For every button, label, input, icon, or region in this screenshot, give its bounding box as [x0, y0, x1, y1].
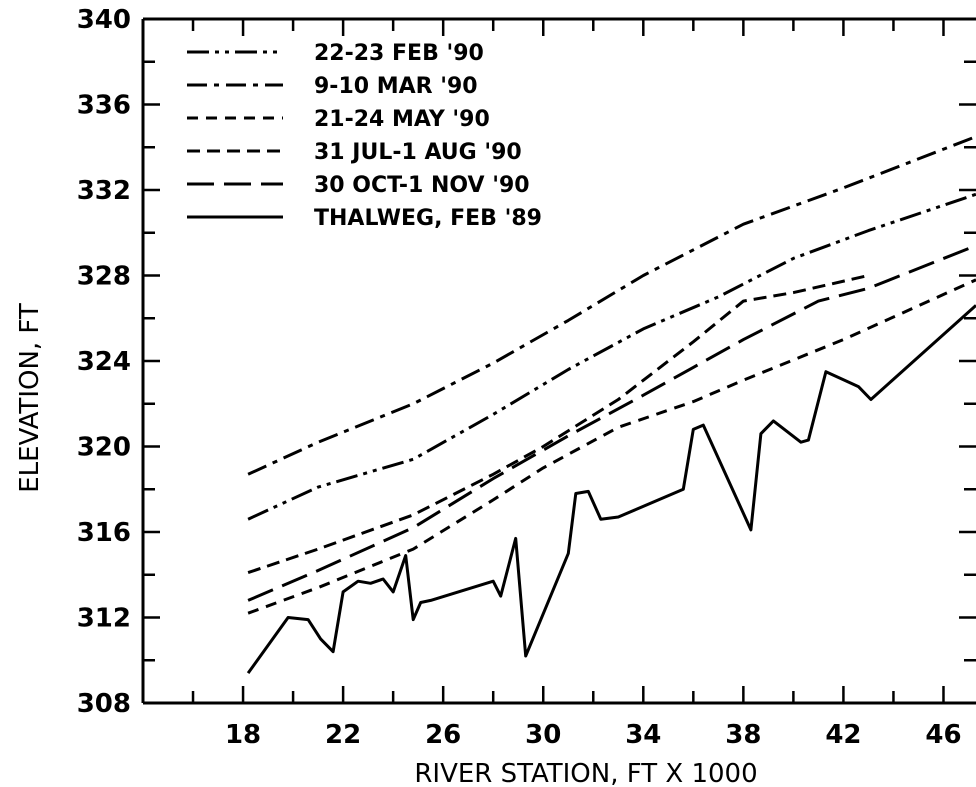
x-tick-label: 22	[325, 720, 361, 750]
x-tick-label: 34	[625, 720, 661, 750]
series-line-4	[247, 274, 869, 575]
series-line-1	[247, 192, 976, 521]
y-tick-label: 340	[77, 5, 131, 35]
y-tick-label: 328	[77, 262, 131, 292]
x-tick-label: 42	[825, 720, 861, 750]
series-lines	[246, 135, 976, 674]
series-line-2	[247, 135, 976, 476]
series-line-6	[246, 304, 976, 674]
legend-label-3: 21-24 MAY '90	[314, 107, 490, 132]
x-tick-label: 26	[425, 720, 461, 750]
y-axis-title: ELEVATION, FT	[15, 303, 45, 493]
x-tick-label: 38	[725, 720, 761, 750]
legend-label-2: 9-10 MAR '90	[314, 74, 478, 99]
series-line-3	[247, 278, 976, 615]
x-axis-title: RIVER STATION, FT X 1000	[414, 759, 757, 787]
series-line-5	[247, 244, 976, 602]
legend-label-6: THALWEG, FEB '89	[314, 206, 542, 231]
tick-labels: 18 22 26 30 34 38 42 46 308 312 316 320 324 328 332 336…	[77, 5, 962, 750]
plot-axes	[141, 17, 976, 705]
y-tick-label: 336	[77, 91, 131, 121]
y-tick-label: 316	[77, 518, 131, 548]
legend-label-1: 22-23 FEB '90	[314, 41, 484, 66]
x-tick-label: 18	[225, 720, 261, 750]
legend-label-4: 31 JUL-1 AUG '90	[314, 140, 522, 165]
y-tick-label: 324	[77, 347, 131, 377]
y-tick-label: 320	[77, 433, 131, 463]
legend: 22-23 FEB '90 9-10 MAR '90 21-24 MAY '90 31…	[187, 41, 542, 231]
x-tick-label: 46	[925, 720, 961, 750]
legend-label-5: 30 OCT-1 NOV '90	[314, 173, 530, 198]
y-tick-label: 308	[77, 689, 131, 719]
x-tick-label: 30	[525, 720, 561, 750]
axis-ticks	[143, 17, 976, 705]
y-tick-label: 332	[77, 176, 131, 206]
y-tick-label: 312	[77, 604, 131, 634]
